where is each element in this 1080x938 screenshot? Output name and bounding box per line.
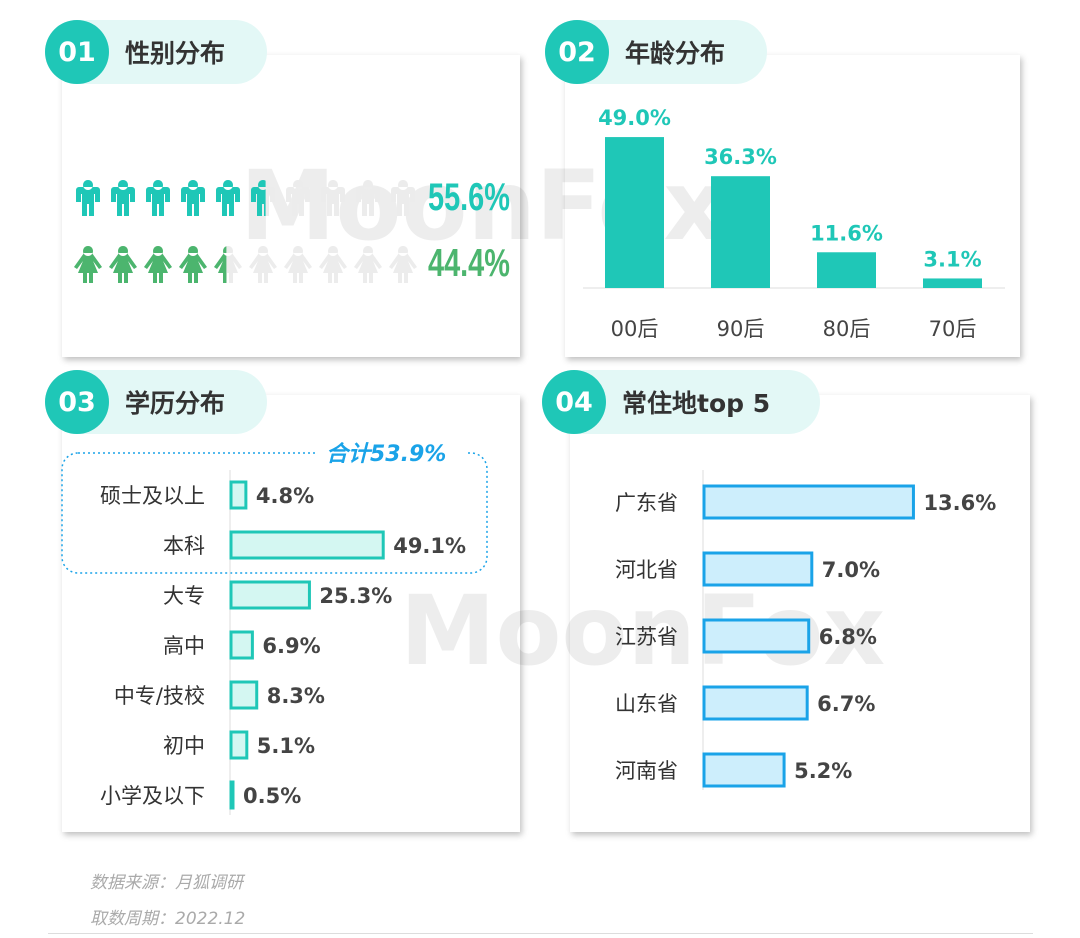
residence-bar: [702, 551, 814, 587]
residence-category-label: 河北省: [615, 558, 678, 582]
residence-value-label: 7.0%: [822, 558, 880, 582]
residence-category-label: 山东省: [615, 692, 678, 716]
education-value-label: 49.1%: [393, 534, 466, 558]
section-number: 02: [545, 20, 609, 84]
education-bar: [229, 780, 235, 810]
female-icon: [319, 246, 347, 283]
residence-category-label: 江苏省: [615, 625, 678, 649]
education-value-label: 25.3%: [319, 584, 392, 608]
education-bar: [229, 630, 254, 660]
age-category-label: 80后: [823, 317, 871, 341]
male-icon: [391, 180, 415, 216]
male-icon: [251, 180, 266, 216]
gender-value-label: 44.4%: [428, 242, 510, 285]
section-number: 04: [542, 370, 606, 434]
male-icon: [321, 180, 345, 216]
education-category-label: 中专/技校: [114, 684, 205, 708]
residence-bar: [702, 484, 915, 520]
residence-bar: [702, 752, 786, 788]
section-number: 03: [45, 370, 109, 434]
total-bracket: [61, 452, 488, 574]
education-value-label: 5.1%: [257, 734, 315, 758]
gender-panel: [62, 55, 520, 357]
female-icon: [74, 246, 102, 283]
residence-category-label: 河南省: [615, 759, 678, 783]
education-category-label: 高中: [163, 634, 205, 658]
female-icon: [389, 246, 417, 283]
residence-value-label: 6.7%: [817, 692, 875, 716]
residence-panel: [570, 395, 1030, 832]
education-bar: [229, 530, 385, 560]
residence-bar: [702, 685, 809, 721]
male-icon: [76, 180, 100, 216]
education-bar: [229, 730, 249, 760]
female-icon: [214, 246, 242, 283]
footer-source: 数据来源：月狐调研: [90, 873, 243, 893]
male-icon: [146, 180, 170, 216]
education-value-label: 0.5%: [243, 784, 301, 808]
female-icon: [214, 246, 227, 283]
age-category-label: 70后: [929, 317, 977, 341]
education-category-label: 硕士及以上: [100, 484, 205, 508]
age-bar: [817, 252, 876, 288]
female-icon: [109, 246, 137, 283]
age-bar: [923, 278, 982, 288]
section-title: 常住地top 5: [622, 389, 771, 418]
male-icon: [216, 180, 240, 216]
education-bar: [229, 480, 248, 510]
female-icon: [144, 246, 172, 283]
age-value-label: 36.3%: [704, 145, 777, 169]
education-bar: [229, 580, 311, 610]
total-mask: [318, 440, 468, 466]
age-bar: [711, 176, 770, 288]
gender-header: 01 性别分布: [45, 20, 267, 84]
age-value-label: 49.0%: [598, 106, 671, 130]
age-header: 02 年龄分布: [545, 20, 767, 84]
male-icon: [356, 180, 380, 216]
footer-period: 取数周期：2022.12: [90, 909, 246, 929]
footer-divider: [48, 933, 1033, 934]
section-title: 学历分布: [125, 389, 226, 418]
gender-value-label: 55.6%: [428, 176, 510, 219]
residence-bar: [702, 618, 811, 654]
age-value-label: 3.1%: [923, 247, 981, 271]
education-panel: [62, 395, 520, 832]
male-icon-row-filled: [76, 180, 266, 216]
residence-value-label: 13.6%: [923, 491, 996, 515]
age-category-label: 00后: [611, 317, 659, 341]
education-value-label: 4.8%: [256, 484, 314, 508]
female-icon: [249, 246, 277, 283]
total-annotation: 合计53.9%: [326, 441, 446, 467]
education-category-label: 本科: [163, 534, 205, 558]
female-icon: [354, 246, 382, 283]
education-category-label: 大专: [163, 584, 205, 608]
female-icon: [179, 246, 207, 283]
education-value-label: 6.9%: [262, 634, 320, 658]
section-number: 01: [45, 20, 109, 84]
male-icon: [111, 180, 135, 216]
section-title: 性别分布: [125, 39, 226, 68]
education-category-label: 小学及以下: [100, 784, 205, 808]
female-icon: [284, 246, 312, 283]
education-value-label: 8.3%: [267, 684, 325, 708]
education-header: 03 学历分布: [45, 370, 267, 434]
age-category-label: 90后: [717, 317, 765, 341]
age-bar: [605, 137, 664, 288]
section-title: 年龄分布: [625, 39, 726, 68]
residence-value-label: 5.2%: [794, 759, 852, 783]
education-bar: [229, 680, 259, 710]
residence-header: 04 常住地top 5: [542, 370, 820, 434]
education-category-label: 初中: [163, 734, 205, 758]
age-value-label: 11.6%: [810, 221, 883, 245]
male-icon: [181, 180, 205, 216]
female-icon-row-filled: [74, 246, 227, 283]
residence-value-label: 6.8%: [819, 625, 877, 649]
male-icon: [286, 180, 310, 216]
residence-category-label: 广东省: [615, 491, 678, 515]
